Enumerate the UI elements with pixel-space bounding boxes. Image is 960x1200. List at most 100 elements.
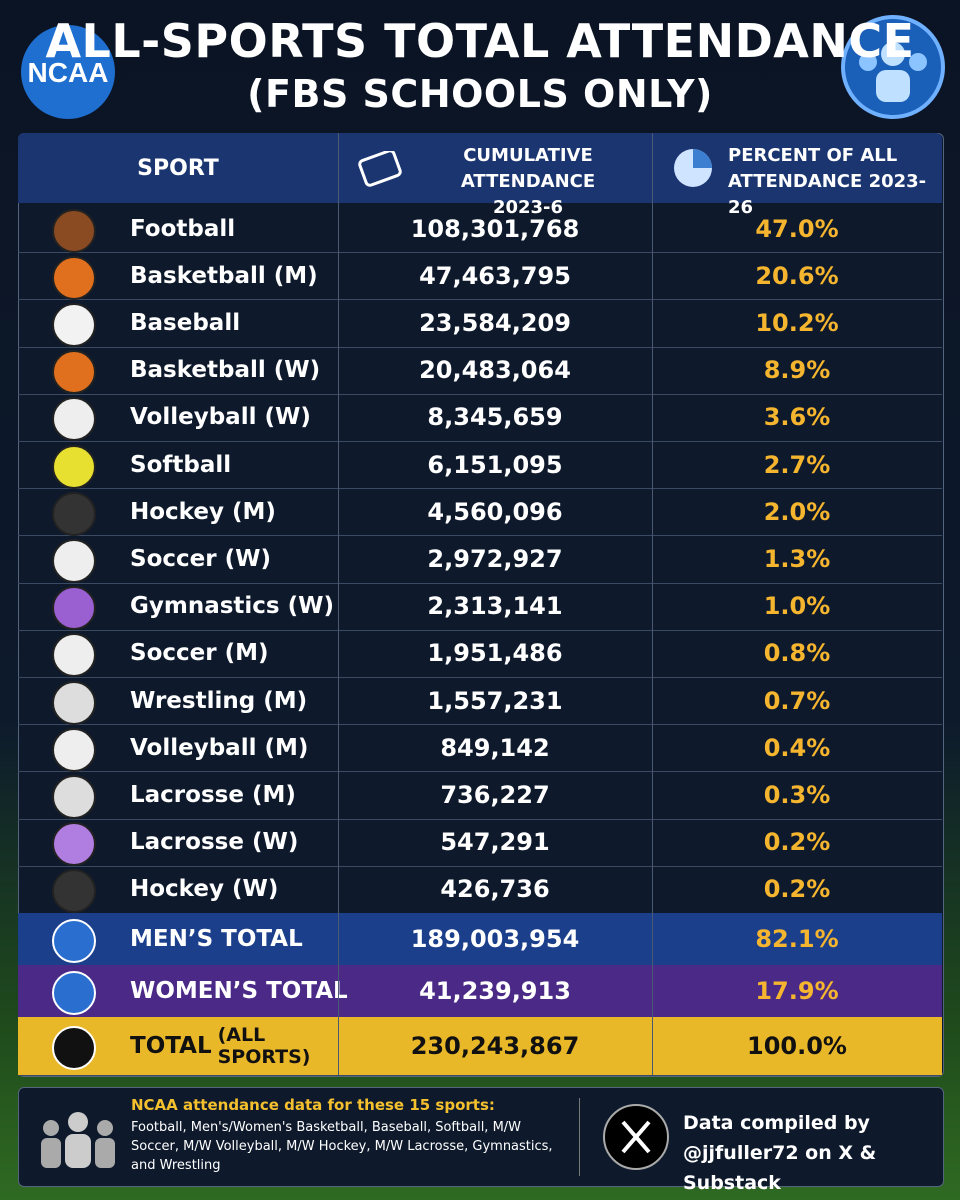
- sport-icon: [52, 971, 96, 1015]
- table-row: Gymnastics (W) 2,313,141 1.0%: [18, 583, 942, 631]
- table-row: Wrestling (M) 1,557,231 0.7%: [18, 677, 942, 726]
- percent: 1.3%: [763, 544, 831, 573]
- percent: 0.2%: [763, 875, 831, 904]
- x-mark: [621, 1120, 651, 1154]
- table-row: Hockey (M) 4,560,096 2.0%: [18, 488, 942, 537]
- column-label: PERCENT OF ALL: [728, 145, 898, 166]
- percent: 0.7%: [763, 686, 831, 715]
- attendance: 108,301,768: [410, 214, 580, 243]
- sport-name: Volleyball (W): [130, 404, 311, 431]
- sport-icon: [52, 869, 96, 914]
- attendance: 8,345,659: [427, 403, 563, 432]
- column-sublabel: 2023-6: [492, 197, 564, 218]
- sport-icon: [52, 255, 96, 300]
- people-icon: [841, 15, 945, 119]
- icon-head: [859, 53, 877, 71]
- attendance: 4,560,096: [427, 497, 563, 526]
- attendance: 547,291: [440, 828, 550, 857]
- sport-name: Wrestling (M): [130, 687, 308, 714]
- crowd-icon: [41, 1112, 115, 1168]
- icon-body: [95, 1138, 115, 1168]
- note-body: Football, Men's/Women's Basketball, Base…: [131, 1120, 553, 1173]
- sport-icon: [52, 774, 96, 819]
- attendance: 41,239,913: [419, 977, 571, 1005]
- credit-line: @jjfuller72 on X & Substack: [683, 1142, 877, 1194]
- logo-circle: [21, 25, 115, 119]
- attendance: 230,243,867: [410, 1032, 580, 1060]
- sport-name: Hockey (M): [130, 498, 276, 525]
- sport-name: Football: [130, 215, 236, 242]
- percent: 1.0%: [763, 592, 831, 621]
- attendance: 47,463,795: [419, 261, 571, 290]
- total-label: MEN’S TOTAL: [130, 913, 350, 965]
- attendance: 2,313,141: [427, 592, 563, 621]
- sport-icon: [52, 680, 96, 725]
- pie-icon: [674, 149, 712, 187]
- percent: 0.3%: [763, 780, 831, 809]
- sport-icon: [52, 822, 96, 867]
- percent: 3.6%: [763, 403, 831, 432]
- icon-head: [97, 1120, 113, 1136]
- column-header: SPORT: [137, 155, 219, 181]
- icon-head: [68, 1112, 88, 1132]
- attendance: 20,483,064: [419, 356, 571, 385]
- attendance: 23,584,209: [419, 308, 571, 337]
- percent: 2.7%: [763, 450, 831, 479]
- sport-name: Basketball (M): [130, 262, 318, 289]
- percent: 0.8%: [763, 639, 831, 668]
- table-row: Lacrosse (M) 736,227 0.3%: [18, 771, 942, 820]
- sport-icon: [52, 208, 96, 253]
- sport-name: Volleyball (M): [130, 734, 309, 761]
- table-row: Baseball 23,584,209 10.2%: [18, 299, 942, 348]
- sport-name: Soccer (M): [130, 640, 269, 667]
- sport-name: Softball: [130, 451, 232, 478]
- sport-icon: [52, 586, 96, 631]
- percent: 2.0%: [763, 497, 831, 526]
- percent: 0.4%: [763, 733, 831, 762]
- attendance: 1,557,231: [427, 686, 563, 715]
- table-row: Softball 6,151,095 2.7%: [18, 441, 942, 490]
- sport-name: Basketball (W): [130, 357, 321, 384]
- icon-body: [65, 1134, 91, 1168]
- sport-name: Soccer (W): [130, 545, 271, 572]
- percent: 47.0%: [755, 214, 839, 243]
- sport-icon: [52, 633, 96, 678]
- sport-name: Lacrosse (M): [130, 781, 296, 808]
- icon-circle: [841, 15, 945, 119]
- note-title: NCAA attendance data for these 15 sports…: [131, 1096, 495, 1114]
- table-row: Hockey (W) 426,736 0.2%: [18, 866, 942, 914]
- sport-icon: [52, 727, 96, 772]
- footer: NCAA attendance data for these 15 sports…: [18, 1087, 944, 1194]
- percent: 10.2%: [755, 308, 839, 337]
- percent: 17.9%: [755, 977, 839, 1005]
- ncaa-logo: NCAA: [21, 25, 115, 119]
- column-sublabel: ATTENDANCE 2023-26: [728, 171, 927, 218]
- ticket-icon: [358, 151, 402, 187]
- table-row: Soccer (M) 1,951,486 0.8%: [18, 630, 942, 678]
- attendance: 426,736: [440, 875, 550, 904]
- subtitle: (FBS SCHOOLS ONLY): [247, 72, 713, 116]
- attendance: 2,972,927: [427, 544, 563, 573]
- attendance: 736,227: [440, 780, 550, 809]
- sport-name: Baseball: [130, 309, 241, 336]
- percent: 20.6%: [755, 261, 839, 290]
- sport-name: Hockey (W): [130, 876, 279, 903]
- percent: 8.9%: [763, 356, 831, 385]
- credit: Data compiled by @jjfuller72 on X & Subst…: [683, 1108, 943, 1198]
- table-row: Lacrosse (W) 547,291 0.2%: [18, 819, 942, 867]
- table-row: Volleyball (W) 8,345,659 3.6%: [18, 394, 942, 442]
- divider: [579, 1098, 580, 1176]
- x-logo: [603, 1104, 669, 1170]
- sport-name: Gymnastics (W): [130, 593, 335, 620]
- label: WOMEN’S TOTAL: [130, 978, 348, 1004]
- table-row: Basketball (M) 47,463,795 20.6%: [18, 252, 942, 301]
- total-row: WOMEN’S TOTAL 41,239,913 17.9%: [18, 965, 942, 1018]
- table-row: Football 108,301,768 47.0%: [18, 205, 942, 254]
- icon-head: [909, 53, 927, 71]
- ticket: [358, 151, 402, 187]
- qualifier: (ALL SPORTS): [217, 1024, 311, 1068]
- attendance: 6,151,095: [427, 450, 563, 479]
- header-row: SPORT CUMULATIVE ATTENDANCE 2023-6 PERCEN…: [18, 133, 942, 218]
- icon-body: [876, 70, 910, 102]
- column-label: CUMULATIVE ATTENDANCE: [460, 145, 596, 192]
